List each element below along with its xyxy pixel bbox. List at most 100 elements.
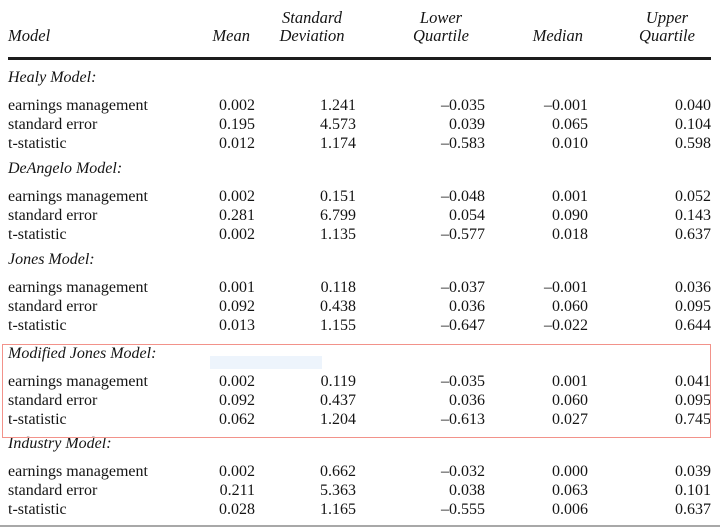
paper-table: Model Mean Standard Deviation Lower Quar… [0, 9, 711, 519]
value-cell: 0.036 [675, 279, 711, 296]
value-cell: 0.101 [675, 482, 711, 499]
value-cell: 0.745 [675, 411, 711, 428]
table-row: t-statistic 0.028 1.165 –0.555 0.006 0.637 [8, 500, 711, 519]
value-cell: –0.001 [544, 97, 588, 114]
col-header-upper-quartile: Upper Quartile [588, 9, 711, 45]
value-cell: –0.555 [441, 501, 485, 518]
model-name: Modified Jones Model: [8, 345, 157, 362]
value-cell: 0.041 [675, 373, 711, 390]
value-cell: 0.001 [552, 373, 588, 390]
value-cell: 0.598 [675, 135, 711, 152]
row-label: t-statistic [8, 501, 67, 518]
value-cell: 0.119 [320, 373, 356, 390]
value-cell: 0.039 [449, 116, 485, 133]
value-cell: 0.036 [449, 392, 485, 409]
table-row: earnings management 0.001 0.118 –0.037 –0.00… [8, 278, 711, 297]
row-label: earnings management [8, 279, 148, 296]
value-cell: 0.006 [552, 501, 588, 518]
value-cell: 0.092 [219, 298, 255, 315]
col-header-standard-deviation-label: Standard Deviation [279, 8, 345, 45]
value-cell: 0.062 [219, 411, 255, 428]
row-label: standard error [8, 207, 98, 224]
value-cell: 0.028 [219, 501, 255, 518]
header-rule [8, 57, 711, 60]
col-header-lower-quartile-label: Lower Quartile [413, 8, 469, 45]
value-cell: 0.095 [675, 392, 711, 409]
value-cell: 0.000 [552, 463, 588, 480]
col-header-upper-quartile-label: Upper Quartile [639, 8, 695, 45]
value-cell: 0.002 [219, 373, 255, 390]
row-label: t-statistic [8, 317, 67, 334]
value-cell: –0.577 [441, 226, 485, 243]
row-label: t-statistic [8, 135, 67, 152]
value-cell: 0.090 [552, 207, 588, 224]
table-row: standard error 0.195 4.573 0.039 0.065 0.104 [8, 115, 711, 134]
value-cell: 0.013 [219, 317, 255, 334]
value-cell: 0.018 [552, 226, 588, 243]
bottom-rule [0, 525, 720, 527]
value-cell: 0.437 [320, 392, 356, 409]
col-header-model: Model [8, 27, 198, 45]
value-cell: 0.662 [320, 463, 356, 480]
row-label: standard error [8, 392, 98, 409]
model-name: Jones Model: [8, 251, 95, 268]
row-label: standard error [8, 116, 98, 133]
table-row: t-statistic 0.002 1.135 –0.577 0.018 0.637 [8, 225, 711, 244]
row-label: earnings management [8, 188, 148, 205]
value-cell: 0.038 [449, 482, 485, 499]
value-cell: 0.002 [219, 226, 255, 243]
col-header-mean: Mean [198, 27, 255, 45]
model-name: DeAngelo Model: [8, 160, 123, 177]
table-row: earnings management 0.002 0.662 –0.032 0.000… [8, 462, 711, 481]
value-cell: 0.118 [320, 279, 356, 296]
value-cell: 0.040 [675, 97, 711, 114]
value-cell: 0.001 [219, 279, 255, 296]
row-label: standard error [8, 482, 98, 499]
table-row: t-statistic 0.013 1.155 –0.647 –0.022 0.644 [8, 316, 711, 335]
value-cell: 1.204 [320, 411, 356, 428]
value-cell: 0.143 [675, 207, 711, 224]
model-name: Industry Model: [8, 435, 112, 452]
model-section: Modified Jones Model: earnings management… [8, 344, 711, 429]
value-cell: 0.151 [320, 188, 356, 205]
value-cell: 6.799 [320, 207, 356, 224]
value-cell: 1.135 [320, 226, 356, 243]
value-cell: 0.002 [219, 97, 255, 114]
model-section: DeAngelo Model: earnings management 0.002 0… [8, 159, 711, 244]
table-row: t-statistic 0.062 1.204 –0.613 0.027 0.745 [8, 410, 711, 429]
value-cell: 0.637 [675, 226, 711, 243]
table-row: standard error 0.211 5.363 0.038 0.063 0.101 [8, 481, 711, 500]
model-section: Jones Model: earnings management 0.001 0.11… [8, 250, 711, 335]
table-row: standard error 0.281 6.799 0.054 0.090 0.143 [8, 206, 711, 225]
value-cell: 0.010 [552, 135, 588, 152]
table-row: standard error 0.092 0.438 0.036 0.060 0.095 [8, 297, 711, 316]
row-label: t-statistic [8, 411, 67, 428]
value-cell: 0.002 [219, 188, 255, 205]
value-cell: 0.060 [552, 392, 588, 409]
col-header-lower-quartile: Lower Quartile [356, 9, 485, 45]
value-cell: 0.002 [219, 463, 255, 480]
table-row: earnings management 0.002 0.119 –0.035 0.001… [8, 372, 711, 391]
value-cell: –0.647 [441, 317, 485, 334]
table-row: earnings management 0.002 0.151 –0.048 0.001… [8, 187, 711, 206]
table-header: Model Mean Standard Deviation Lower Quar… [8, 9, 711, 45]
value-cell: 0.012 [219, 135, 255, 152]
value-cell: 0.063 [552, 482, 588, 499]
value-cell: –0.022 [544, 317, 588, 334]
value-cell: –0.613 [441, 411, 485, 428]
table-body: Healy Model: earnings management 0.002 1.24… [8, 68, 711, 519]
value-cell: 0.039 [675, 463, 711, 480]
col-header-model-label: Model [8, 26, 51, 45]
value-cell: 0.195 [219, 116, 255, 133]
value-cell: 5.363 [320, 482, 356, 499]
value-cell: 0.092 [219, 392, 255, 409]
value-cell: 0.036 [449, 298, 485, 315]
col-header-median: Median [485, 27, 588, 45]
model-section: Industry Model: earnings management 0.002 0… [8, 434, 711, 519]
value-cell: 0.052 [675, 188, 711, 205]
value-cell: –0.037 [441, 279, 485, 296]
value-cell: 0.054 [449, 207, 485, 224]
value-cell: 1.174 [320, 135, 356, 152]
col-header-mean-label: Mean [212, 26, 250, 45]
value-cell: 0.027 [552, 411, 588, 428]
